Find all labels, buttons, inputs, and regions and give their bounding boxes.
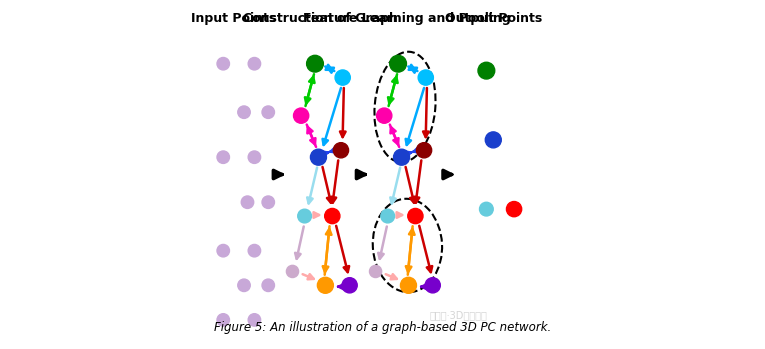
Circle shape <box>294 108 309 123</box>
Text: 公众号·3D视觉工坊: 公众号·3D视觉工坊 <box>430 310 487 320</box>
Text: Feature Learning and Pooling: Feature Learning and Pooling <box>303 12 510 25</box>
Circle shape <box>307 55 324 72</box>
Circle shape <box>478 62 495 79</box>
Text: Construction of Graph: Construction of Graph <box>243 12 398 25</box>
Circle shape <box>311 149 327 165</box>
Circle shape <box>416 143 431 158</box>
Circle shape <box>317 277 334 293</box>
Circle shape <box>335 70 350 85</box>
Circle shape <box>381 209 395 223</box>
Circle shape <box>217 244 230 257</box>
Circle shape <box>217 151 230 163</box>
Circle shape <box>248 151 261 163</box>
Circle shape <box>217 58 230 70</box>
Circle shape <box>334 143 349 158</box>
Circle shape <box>393 149 409 165</box>
Circle shape <box>238 279 250 291</box>
Circle shape <box>298 209 311 223</box>
Circle shape <box>262 279 275 291</box>
Text: Output Points: Output Points <box>444 12 542 25</box>
Circle shape <box>485 132 501 148</box>
Text: Figure 5: An illustration of a graph-based 3D PC network.: Figure 5: An illustration of a graph-bas… <box>214 321 551 334</box>
Circle shape <box>389 55 406 72</box>
Text: Input Points: Input Points <box>191 12 276 25</box>
Circle shape <box>248 58 261 70</box>
Circle shape <box>506 201 522 217</box>
Circle shape <box>418 70 434 85</box>
Circle shape <box>248 244 261 257</box>
Circle shape <box>425 278 441 293</box>
Circle shape <box>248 314 261 326</box>
Circle shape <box>262 196 275 208</box>
Circle shape <box>342 278 357 293</box>
Circle shape <box>241 196 254 208</box>
Circle shape <box>217 314 230 326</box>
Circle shape <box>369 265 382 277</box>
Circle shape <box>408 208 423 224</box>
Circle shape <box>286 265 298 277</box>
Circle shape <box>262 106 275 118</box>
Circle shape <box>400 277 416 293</box>
Circle shape <box>324 208 340 224</box>
Circle shape <box>480 202 493 216</box>
Circle shape <box>376 108 392 123</box>
Circle shape <box>238 106 250 118</box>
